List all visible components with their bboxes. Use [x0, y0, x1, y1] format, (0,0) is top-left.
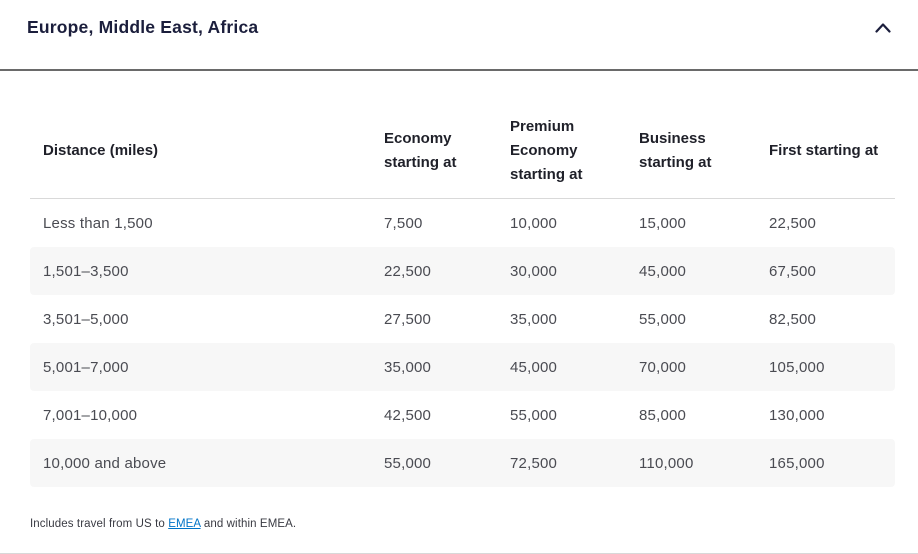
business-cell: 85,000	[639, 406, 687, 424]
premium-economy-cell: 55,000	[510, 406, 558, 424]
table-row: 10,000 and above 55,000 72,500 110,000 1…	[30, 439, 895, 487]
distance-cell: 10,000 and above	[30, 439, 384, 487]
table-header-row: Distance (miles) Economy starting at Pre…	[30, 103, 895, 199]
chevron-up-icon	[875, 23, 891, 33]
accordion-header[interactable]: Europe, Middle East, Africa	[0, 0, 918, 69]
table-row: 3,501–5,000 27,500 35,000 55,000 82,500	[30, 295, 895, 343]
column-header-distance: Distance (miles)	[30, 103, 384, 199]
first-cell: 82,500	[769, 310, 817, 328]
business-cell: 110,000	[639, 439, 769, 487]
economy-cell: 55,000	[384, 439, 510, 487]
distance-cell: 3,501–5,000	[43, 310, 129, 328]
column-header-premium-economy: Premium Economy starting at	[510, 103, 639, 199]
footnote-text-after: and within EMEA.	[200, 518, 297, 530]
first-cell: 22,500	[769, 214, 817, 232]
first-cell: 67,500	[769, 247, 895, 295]
business-cell: 45,000	[639, 247, 769, 295]
business-cell: 15,000	[639, 214, 687, 232]
page-title: Europe, Middle East, Africa	[27, 17, 259, 37]
footnote: Includes travel from US to EMEA and with…	[30, 518, 918, 530]
table-row: 7,001–10,000 42,500 55,000 85,000 130,00…	[30, 391, 895, 439]
distance-cell: 7,001–10,000	[43, 406, 138, 424]
economy-cell: 42,500	[384, 406, 432, 424]
premium-economy-cell: 35,000	[510, 310, 558, 328]
distance-cell: 1,501–3,500	[30, 247, 384, 295]
award-chart-table: Distance (miles) Economy starting at Pre…	[30, 103, 895, 487]
economy-cell: 35,000	[384, 343, 510, 391]
emea-link[interactable]: EMEA	[168, 518, 201, 530]
table-row: Less than 1,500 7,500 10,000 15,000 22,5…	[30, 199, 895, 247]
first-cell: 165,000	[769, 439, 895, 487]
table-row: 5,001–7,000 35,000 45,000 70,000 105,000	[30, 343, 895, 391]
column-header-economy: Economy starting at	[384, 103, 510, 199]
table-row: 1,501–3,500 22,500 30,000 45,000 67,500	[30, 247, 895, 295]
business-cell: 70,000	[639, 343, 769, 391]
premium-economy-cell: 30,000	[510, 247, 639, 295]
footnote-text-before: Includes travel from US to	[30, 518, 169, 530]
premium-economy-cell: 72,500	[510, 439, 639, 487]
business-cell: 55,000	[639, 310, 687, 328]
economy-cell: 22,500	[384, 247, 510, 295]
distance-cell: 5,001–7,000	[30, 343, 384, 391]
column-header-first: First starting at	[769, 103, 895, 199]
economy-cell: 7,500	[384, 214, 423, 232]
first-cell: 130,000	[769, 406, 825, 424]
premium-economy-cell: 10,000	[510, 214, 558, 232]
column-header-business: Business starting at	[639, 103, 769, 199]
distance-cell: Less than 1,500	[43, 214, 153, 232]
first-cell: 105,000	[769, 343, 895, 391]
premium-economy-cell: 45,000	[510, 343, 639, 391]
collapse-section-button[interactable]	[873, 17, 893, 39]
economy-cell: 27,500	[384, 310, 432, 328]
section-divider	[0, 69, 918, 71]
